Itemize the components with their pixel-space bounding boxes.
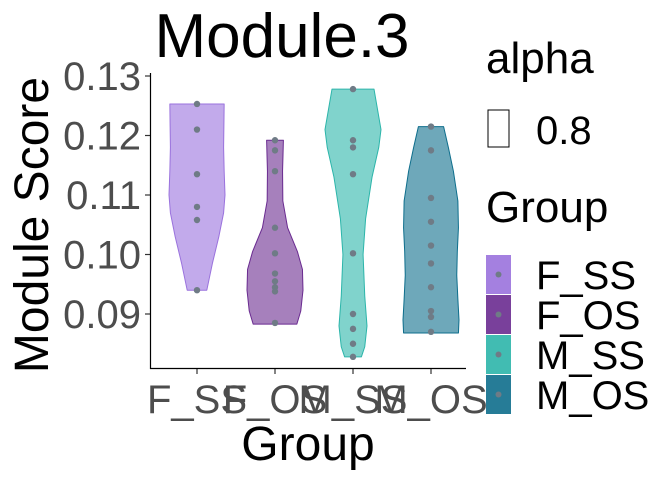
y-tick-label: 0.10 xyxy=(63,234,141,278)
x-axis-label: Group xyxy=(241,418,374,471)
data-point xyxy=(427,313,435,321)
data-point xyxy=(193,100,201,108)
y-tick-label: 0.12 xyxy=(63,115,141,159)
x-tick-label: M_OS xyxy=(374,378,487,422)
data-point xyxy=(271,270,279,277)
legend-key-point xyxy=(495,351,502,358)
data-point xyxy=(193,287,201,294)
violin-m-os xyxy=(402,126,460,334)
data-point xyxy=(349,353,357,361)
data-point xyxy=(349,85,357,93)
x-axis-ticks: F_SSF_OSM_SSM_OS xyxy=(147,369,488,422)
legend-group-keys: F_SSF_OSM_SSM_OS xyxy=(486,254,649,418)
y-tick-label: 0.09 xyxy=(63,293,141,337)
legend: alpha 0.8 Group F_SSF_OSM_SSM_OS xyxy=(486,34,649,418)
data-point xyxy=(193,126,201,133)
data-point xyxy=(271,250,279,257)
legend-alpha-key xyxy=(487,109,510,148)
data-points xyxy=(193,85,435,361)
x-tick-label: M_SS xyxy=(299,378,408,422)
violin-f-os xyxy=(246,139,304,325)
data-point xyxy=(427,147,435,154)
data-point xyxy=(349,137,357,144)
violin-m-ss xyxy=(324,88,382,358)
data-point xyxy=(271,224,279,231)
y-axis-label: Module Score xyxy=(6,77,59,373)
data-point xyxy=(427,284,435,291)
data-point xyxy=(193,203,201,211)
data-point xyxy=(271,288,279,295)
violins xyxy=(168,88,460,358)
legend-key-label: F_SS xyxy=(536,254,636,298)
data-point xyxy=(349,170,357,178)
legend-group-title: Group xyxy=(486,183,608,232)
data-point xyxy=(349,310,357,318)
legend-key-label: F_OS xyxy=(536,294,640,338)
data-point xyxy=(271,137,279,144)
data-point xyxy=(427,123,435,130)
y-tick-label: 0.13 xyxy=(63,55,141,99)
data-point xyxy=(427,260,435,267)
violin-f-ss xyxy=(168,103,226,291)
y-tick-label: 0.11 xyxy=(66,174,141,218)
data-point xyxy=(427,242,435,249)
x-tick-label: F_SS xyxy=(147,378,247,422)
legend-key-label: M_OS xyxy=(536,374,649,418)
data-point xyxy=(427,328,435,336)
x-tick-label: F_OS xyxy=(223,378,327,422)
data-point xyxy=(271,278,279,285)
data-point xyxy=(427,194,435,202)
data-point xyxy=(349,250,357,257)
data-point xyxy=(427,218,435,225)
legend-alpha-title: alpha xyxy=(486,34,594,83)
data-point xyxy=(271,147,279,154)
data-point xyxy=(349,144,357,151)
chart-title: Module.3 xyxy=(154,2,409,71)
data-point xyxy=(427,307,435,315)
data-point xyxy=(193,170,201,178)
legend-key-label: M_SS xyxy=(536,334,645,378)
legend-alpha-value: 0.8 xyxy=(536,109,592,153)
data-point xyxy=(349,325,357,333)
data-point xyxy=(349,340,357,347)
data-point xyxy=(193,216,201,224)
data-point xyxy=(271,319,279,327)
y-axis-ticks: 0.09 0.10 0.11 0.12 0.13 xyxy=(63,55,150,337)
data-point xyxy=(271,168,279,175)
legend-key-point xyxy=(495,271,502,278)
legend-key-point xyxy=(495,311,502,318)
legend-key-point xyxy=(495,391,502,398)
